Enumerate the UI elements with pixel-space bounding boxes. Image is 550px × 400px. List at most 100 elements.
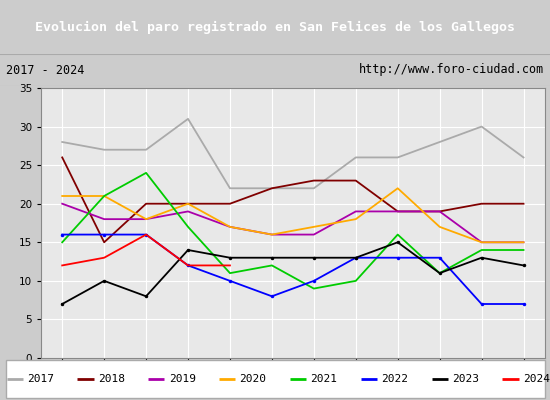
2017	[436, 140, 443, 144]
2021	[101, 194, 107, 198]
2023	[436, 271, 443, 276]
Text: http://www.foro-ciudad.com: http://www.foro-ciudad.com	[359, 64, 544, 76]
2018	[478, 201, 485, 206]
2017	[394, 155, 401, 160]
2019	[394, 209, 401, 214]
2024	[59, 263, 65, 268]
2019	[185, 209, 191, 214]
2022	[59, 232, 65, 237]
2023	[143, 294, 150, 299]
2018	[520, 201, 527, 206]
Text: 2021: 2021	[310, 374, 337, 384]
2021	[353, 278, 359, 283]
2024	[101, 255, 107, 260]
2017	[478, 124, 485, 129]
2022	[520, 302, 527, 306]
Text: 2017: 2017	[27, 374, 54, 384]
FancyBboxPatch shape	[6, 360, 544, 398]
2017	[185, 116, 191, 121]
2022	[101, 232, 107, 237]
2022	[143, 232, 150, 237]
Line: 2022: 2022	[60, 232, 526, 306]
2020	[394, 186, 401, 191]
2022	[478, 302, 485, 306]
2018	[59, 155, 65, 160]
2017	[520, 155, 527, 160]
Line: 2020: 2020	[62, 188, 524, 242]
Line: 2018: 2018	[62, 158, 524, 242]
2017	[227, 186, 233, 191]
2017	[353, 155, 359, 160]
2018	[268, 186, 275, 191]
2023	[59, 302, 65, 306]
2017	[101, 147, 107, 152]
2021	[143, 170, 150, 175]
2019	[268, 232, 275, 237]
2021	[59, 240, 65, 245]
2018	[311, 178, 317, 183]
2021	[478, 248, 485, 252]
Text: 2022: 2022	[381, 374, 408, 384]
2023	[478, 255, 485, 260]
Line: 2019: 2019	[62, 204, 524, 242]
2021	[436, 271, 443, 276]
2019	[227, 224, 233, 229]
2020	[478, 240, 485, 245]
2023	[520, 263, 527, 268]
2020	[59, 194, 65, 198]
2023	[394, 240, 401, 245]
2023	[311, 255, 317, 260]
2021	[311, 286, 317, 291]
2019	[101, 217, 107, 222]
2020	[185, 201, 191, 206]
2023	[268, 255, 275, 260]
2022	[436, 255, 443, 260]
2022	[353, 255, 359, 260]
2020	[436, 224, 443, 229]
2018	[143, 201, 150, 206]
Line: 2021: 2021	[62, 173, 524, 288]
Line: 2017: 2017	[62, 119, 524, 188]
2021	[520, 248, 527, 252]
Text: 2018: 2018	[98, 374, 125, 384]
2018	[394, 209, 401, 214]
2020	[227, 224, 233, 229]
2019	[311, 232, 317, 237]
2017	[311, 186, 317, 191]
2024	[143, 232, 150, 237]
2022	[268, 294, 275, 299]
Text: 2024: 2024	[523, 374, 550, 384]
2019	[478, 240, 485, 245]
2023	[227, 255, 233, 260]
2019	[353, 209, 359, 214]
2019	[143, 217, 150, 222]
2024	[185, 263, 191, 268]
2022	[227, 278, 233, 283]
2019	[520, 240, 527, 245]
2021	[394, 232, 401, 237]
Text: Evolucion del paro registrado en San Felices de los Gallegos: Evolucion del paro registrado en San Fel…	[35, 20, 515, 34]
2023	[185, 248, 191, 252]
Text: 2017 - 2024: 2017 - 2024	[6, 64, 84, 76]
Text: 2020: 2020	[240, 374, 267, 384]
2022	[311, 278, 317, 283]
2020	[311, 224, 317, 229]
2018	[101, 240, 107, 245]
Text: 2023: 2023	[452, 374, 479, 384]
2020	[520, 240, 527, 245]
2022	[185, 263, 191, 268]
2017	[59, 140, 65, 144]
2018	[227, 201, 233, 206]
2020	[353, 217, 359, 222]
2020	[268, 232, 275, 237]
2018	[185, 201, 191, 206]
2017	[268, 186, 275, 191]
Line: 2023: 2023	[60, 240, 526, 306]
2023	[353, 255, 359, 260]
2021	[268, 263, 275, 268]
2024	[227, 263, 233, 268]
2017	[143, 147, 150, 152]
2022	[394, 255, 401, 260]
2023	[101, 278, 107, 283]
Text: 2019: 2019	[169, 374, 196, 384]
